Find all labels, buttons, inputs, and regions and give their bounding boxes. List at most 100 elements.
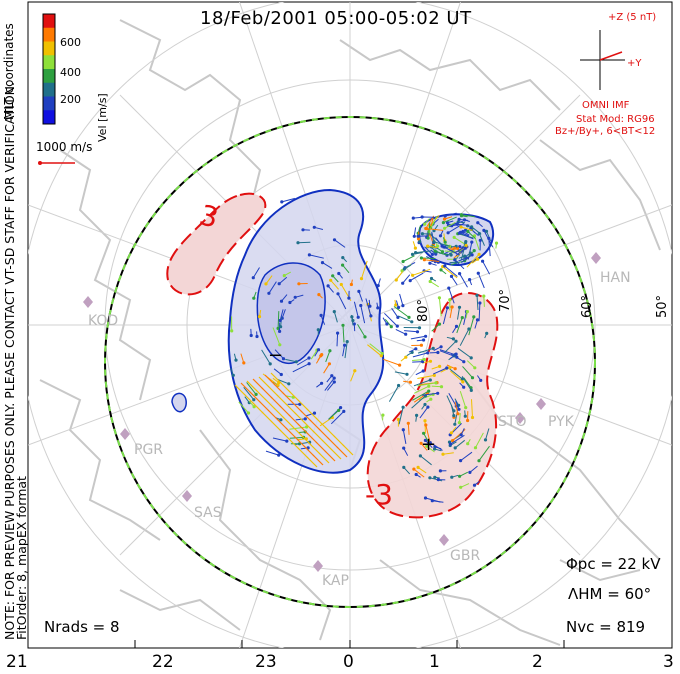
radar-sto-marker	[515, 412, 525, 424]
velocity-vector	[462, 366, 473, 379]
velocity-vector-origin	[432, 240, 436, 244]
velocity-vector-origin	[255, 334, 259, 339]
velocity-vector	[330, 448, 342, 460]
radar-han-marker	[591, 252, 601, 264]
velocity-vector-origin	[316, 348, 321, 352]
velocity-vector-origin	[424, 334, 428, 338]
velocity-vector-origin	[312, 225, 316, 229]
velocity-vector-origin	[469, 388, 473, 392]
velocity-vector	[288, 438, 300, 450]
velocity-vector	[486, 231, 492, 242]
velocity-vector-origin	[445, 366, 449, 370]
velocity-vector-origin	[381, 413, 385, 417]
velocity-vector-origin	[459, 485, 463, 489]
velocity-vector-origin	[425, 227, 429, 231]
velocity-vector	[315, 417, 327, 429]
velocity-vector	[252, 267, 260, 278]
velocity-vector	[413, 379, 431, 387]
velocity-vector	[459, 328, 470, 346]
velocity-vector-origin	[320, 261, 325, 265]
velocity-vector-origin	[465, 310, 469, 314]
velocity-vector-origin	[459, 459, 463, 463]
velocity-vector-origin	[466, 442, 470, 446]
velocity-vector-origin	[282, 274, 286, 278]
colorbar-tick-600: 600	[60, 36, 81, 49]
velocity-vector-origin	[442, 245, 446, 249]
velocity-vector-origin	[301, 228, 305, 232]
velocity-vector	[303, 421, 315, 433]
velocity-vector	[252, 378, 264, 390]
contour-label-positive-dawn: -3	[365, 478, 393, 511]
colorbar	[42, 13, 56, 125]
velocity-vector-origin	[277, 282, 281, 286]
velocity-vector	[306, 432, 318, 444]
velocity-vector	[415, 250, 432, 254]
velocity-vector	[485, 428, 490, 441]
velocity-vector-origin	[473, 446, 478, 450]
velocity-vector-origin	[267, 291, 271, 295]
velocity-vector-origin	[466, 418, 470, 423]
velocity-vector-origin	[279, 299, 284, 303]
velocity-vector-origin	[230, 329, 234, 333]
velocity-vector-origin	[469, 356, 473, 360]
velocity-vector	[300, 434, 312, 446]
velocity-vector-origin	[436, 391, 440, 395]
velocity-vector	[393, 306, 410, 318]
lat-label-80: 80°	[416, 298, 431, 322]
velocity-vector	[285, 427, 297, 439]
velocity-vector-origin	[419, 256, 423, 260]
velocity-vector-origin	[461, 229, 465, 234]
velocity-vector-origin	[427, 384, 431, 388]
velocity-vector-origin	[457, 421, 461, 425]
velocity-vector-origin	[396, 305, 401, 310]
velocity-vector	[447, 222, 465, 234]
velocity-vector-origin	[297, 282, 301, 286]
velocity-vector	[324, 450, 336, 462]
velocity-vector	[285, 403, 297, 415]
velocity-vector	[383, 358, 400, 366]
velocity-vector-origin	[317, 293, 321, 297]
colorbar-segment	[43, 69, 55, 84]
stat-phi-pc: Φpc = 22 kV	[566, 555, 661, 573]
velocity-vector	[419, 406, 429, 419]
velocity-vector-origin	[451, 439, 455, 443]
velocity-vector-origin	[449, 274, 454, 278]
velocity-vector	[434, 250, 448, 256]
velocity-vector-origin	[278, 318, 282, 323]
velocity-vector-origin	[470, 415, 475, 420]
heppner-maynard-boundary-dash	[104, 116, 596, 608]
velocity-vector	[454, 402, 459, 414]
velocity-vector	[429, 477, 443, 482]
velocity-vector	[451, 276, 458, 286]
velocity-vector-origin	[443, 264, 447, 268]
velocity-vector-origin	[426, 405, 430, 409]
velocity-vector	[268, 281, 277, 294]
velocity-vector-origin	[419, 343, 423, 347]
velocity-vector	[439, 349, 456, 356]
velocity-vector	[365, 298, 372, 317]
velocity-vector	[432, 367, 448, 375]
mlt-tick-0: 0	[343, 652, 354, 672]
velocity-vector-origin	[408, 279, 412, 283]
velocity-vector-origin	[326, 284, 330, 288]
velocity-vector	[395, 328, 406, 335]
velocity-vector-origin	[353, 369, 357, 373]
radar-markers	[83, 252, 601, 572]
velocity-vector	[411, 395, 426, 409]
velocity-vector	[281, 197, 296, 203]
velocity-vector	[461, 376, 472, 391]
velocity-vector-origin	[385, 322, 389, 326]
velocity-vector-origin	[254, 392, 258, 396]
radar-kap-marker	[313, 560, 323, 572]
velocity-vector-origin	[475, 293, 479, 297]
velocity-vector-origin	[429, 276, 434, 281]
velocity-vector-origin	[331, 274, 335, 278]
velocity-vector-origin	[448, 366, 452, 370]
velocity-vector-origin	[445, 221, 450, 225]
velocity-vector	[443, 246, 461, 256]
velocity-vector-origin	[394, 303, 398, 307]
velocity-vector-origin	[470, 253, 474, 257]
velocity-vector-origin	[458, 474, 462, 478]
velocity-vector	[407, 423, 410, 435]
velocity-vector	[445, 212, 457, 217]
